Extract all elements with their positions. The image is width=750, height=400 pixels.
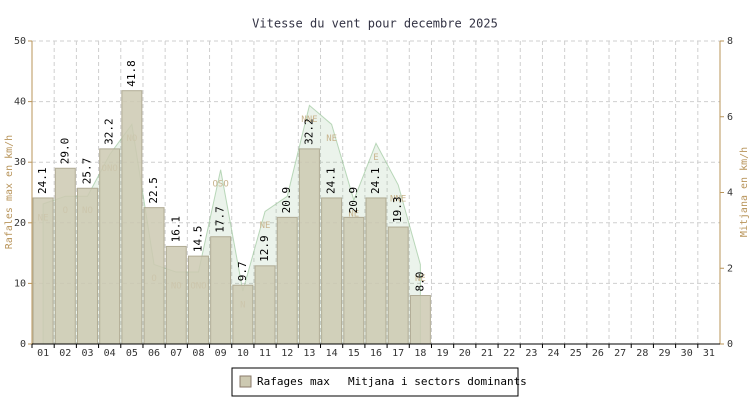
value-label: 41.8 bbox=[125, 60, 138, 87]
bar bbox=[409, 295, 431, 345]
bar bbox=[121, 90, 143, 345]
x-tick-label: 08 bbox=[192, 348, 204, 359]
value-label: 22.5 bbox=[147, 177, 160, 204]
bar bbox=[187, 255, 209, 345]
y-tick-label: 30 bbox=[14, 157, 26, 168]
y-tick-label: 0 bbox=[20, 339, 26, 350]
y-tick-label: 50 bbox=[14, 36, 26, 47]
x-tick-label: 21 bbox=[481, 348, 493, 359]
direction-label: NE bbox=[348, 210, 359, 220]
bar bbox=[143, 207, 165, 345]
bar bbox=[298, 148, 320, 345]
y2-tick-label: 8 bbox=[727, 36, 733, 47]
x-tick-label: 03 bbox=[81, 348, 93, 359]
value-label: 14.5 bbox=[191, 226, 204, 253]
x-tick-label: 09 bbox=[215, 348, 227, 359]
y2-axis-label: Mitjana en km/h bbox=[739, 147, 750, 237]
value-label: 19.3 bbox=[391, 197, 404, 224]
value-label: 32.2 bbox=[302, 118, 315, 145]
x-tick-label: 11 bbox=[259, 348, 271, 359]
x-tick-label: 06 bbox=[148, 348, 160, 359]
x-tick-label: 14 bbox=[326, 348, 338, 359]
x-tick-label: 29 bbox=[658, 348, 670, 359]
value-label: 16.1 bbox=[169, 216, 182, 243]
x-tick-label: 02 bbox=[59, 348, 71, 359]
x-tick-label: 12 bbox=[281, 348, 293, 359]
y-axis-label: Rafales max en km/h bbox=[4, 135, 15, 249]
x-tick-label: 13 bbox=[303, 348, 315, 359]
value-label: 24.1 bbox=[369, 167, 382, 194]
value-label: 20.9 bbox=[280, 187, 293, 214]
value-label: 32.2 bbox=[103, 118, 116, 145]
bar bbox=[365, 197, 387, 345]
x-tick-label: 20 bbox=[459, 348, 471, 359]
x-tick-label: 23 bbox=[525, 348, 537, 359]
direction-label: OSO bbox=[213, 179, 229, 189]
direction-label: NE bbox=[326, 134, 337, 144]
y2-tick-label: 0 bbox=[727, 339, 733, 350]
x-tick-label: 10 bbox=[237, 348, 249, 359]
x-tick-label: 26 bbox=[592, 348, 604, 359]
bar bbox=[99, 148, 121, 345]
chart-title: Vitesse du vent pour decembre 2025 bbox=[252, 17, 498, 31]
bar bbox=[32, 197, 54, 345]
x-tick-label: 30 bbox=[681, 348, 693, 359]
x-tick-label: 31 bbox=[703, 348, 715, 359]
bar bbox=[232, 284, 254, 345]
value-label: 25.7 bbox=[80, 158, 93, 185]
x-tick-label: 17 bbox=[392, 348, 404, 359]
bar bbox=[276, 216, 298, 345]
y2-tick-label: 6 bbox=[727, 112, 733, 123]
direction-label: NNE bbox=[301, 115, 317, 125]
x-tick-label: 24 bbox=[548, 348, 560, 359]
bar bbox=[54, 167, 76, 345]
bar bbox=[321, 197, 343, 345]
value-label: 29.0 bbox=[58, 138, 71, 165]
x-tick-label: 16 bbox=[370, 348, 382, 359]
x-tick-label: 19 bbox=[437, 348, 449, 359]
legend-swatch bbox=[239, 375, 252, 388]
x-tick-label: 28 bbox=[636, 348, 648, 359]
bar bbox=[210, 236, 232, 345]
value-label: 24.1 bbox=[325, 167, 338, 194]
value-label: 20.9 bbox=[347, 187, 360, 214]
direction-label: E bbox=[373, 153, 378, 163]
legend-label: Mitjana i sectors dominants bbox=[348, 375, 527, 388]
y2-tick-label: 4 bbox=[727, 188, 733, 199]
bar bbox=[387, 226, 409, 345]
value-label: 24.1 bbox=[36, 167, 49, 194]
x-tick-label: 25 bbox=[570, 348, 582, 359]
value-label: 8.0 bbox=[413, 272, 426, 292]
value-label: 17.7 bbox=[214, 206, 227, 233]
bar bbox=[76, 187, 98, 345]
value-label: 12.9 bbox=[258, 235, 271, 262]
x-tick-label: 07 bbox=[170, 348, 182, 359]
direction-label: NE bbox=[260, 221, 271, 231]
bar bbox=[165, 245, 187, 345]
x-tick-label: 01 bbox=[37, 348, 49, 359]
x-tick-label: 18 bbox=[414, 348, 426, 359]
x-tick-label: 15 bbox=[348, 348, 360, 359]
legend-label: Rafages max bbox=[257, 375, 330, 388]
y-tick-label: 20 bbox=[14, 218, 26, 229]
direction-label: NE bbox=[415, 274, 426, 284]
x-tick-label: 22 bbox=[503, 348, 515, 359]
bar bbox=[254, 265, 276, 345]
x-tick-label: 04 bbox=[104, 348, 116, 359]
y2-tick-label: 2 bbox=[727, 263, 733, 274]
direction-label: NNE bbox=[390, 194, 406, 204]
value-label: 9.7 bbox=[236, 261, 249, 281]
x-tick-label: 05 bbox=[126, 348, 138, 359]
y-tick-label: 10 bbox=[14, 278, 26, 289]
y-tick-label: 40 bbox=[14, 97, 26, 108]
x-tick-label: 27 bbox=[614, 348, 626, 359]
legend-box bbox=[231, 367, 519, 397]
bar bbox=[343, 216, 365, 345]
